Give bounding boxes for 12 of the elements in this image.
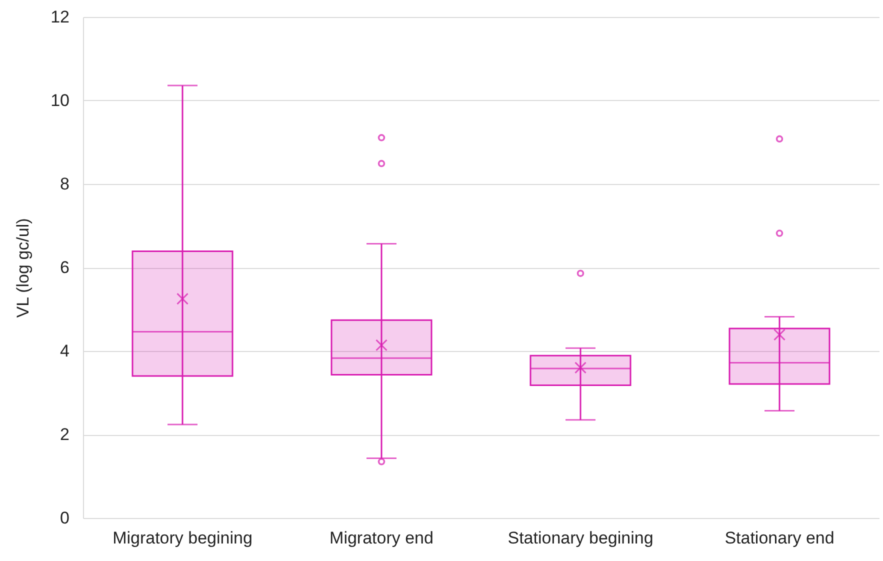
- x-tick-label: Stationary end: [724, 528, 834, 548]
- y-tick-label: 8: [60, 174, 70, 194]
- x-tick-label: Stationary begining: [508, 528, 654, 548]
- y-axis-title: VL (log gc/ul): [14, 218, 33, 318]
- y-tick-label: 0: [60, 508, 70, 528]
- x-tick-label: Migratory begining: [112, 528, 252, 548]
- y-tick-label: 4: [60, 342, 70, 360]
- y-tick-label: 6: [60, 258, 70, 277]
- x-tick-label: Migratory end: [330, 528, 434, 548]
- y-tick-label: 12: [50, 8, 70, 26]
- y-tick-label: 10: [50, 91, 70, 110]
- y-tick-label: 2: [60, 425, 70, 444]
